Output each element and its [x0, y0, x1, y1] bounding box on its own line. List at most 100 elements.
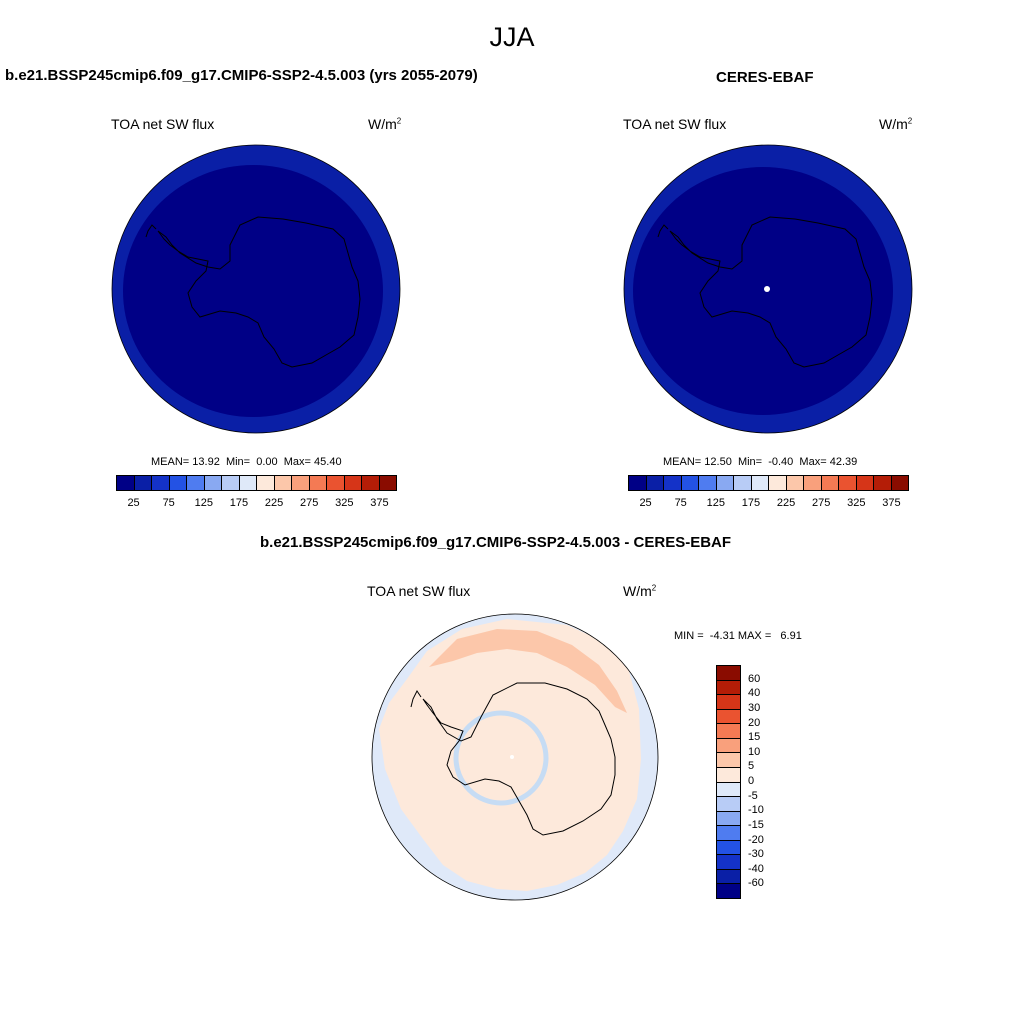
- left-variable-label: TOA net SW flux: [111, 116, 215, 132]
- diff-colorbar-swatch: [717, 782, 740, 798]
- right-colorbar-swatch: [874, 476, 892, 490]
- right-colorbar-tick-label: 125: [706, 497, 725, 509]
- right-colorbar-tick-label: 175: [741, 497, 761, 509]
- left-colorbar-swatch: [257, 476, 275, 490]
- right-antarctic-peninsula: [657, 224, 669, 238]
- left-inner-disc: [123, 165, 383, 417]
- left-colorbar-tick-label: 25: [127, 497, 140, 509]
- diff-colorbar-tick-label: 10: [748, 745, 761, 758]
- right-colorbar-swatch: [716, 476, 734, 490]
- diff-pole-marker: [510, 755, 514, 759]
- left-colorbar-swatch: [222, 476, 240, 490]
- diff-colorbar-swatch: [717, 855, 740, 870]
- right-colorbar-tick-label: 375: [882, 497, 901, 509]
- diff-colorbar: [716, 665, 741, 899]
- left-colorbar-swatch: [327, 476, 345, 490]
- left-colorbar-swatch: [117, 476, 135, 490]
- left-antarctic-peninsula: [145, 224, 157, 238]
- season-title: JJA: [489, 22, 535, 52]
- left-colorbar-tick-label: 75: [162, 497, 175, 509]
- right-colorbar-swatch: [629, 476, 647, 490]
- right-colorbar-swatch: [804, 476, 822, 490]
- diff-colorbar-tick-label: 20: [748, 716, 761, 729]
- right-antarctica-coastline: [669, 216, 873, 368]
- diff-colorbar-tick-label: -10: [748, 804, 764, 817]
- diff-colorbar-tick-label: 60: [748, 672, 761, 685]
- right-colorbar-swatch: [839, 476, 857, 490]
- left-units-label: W/m2: [368, 116, 402, 132]
- diff-colorbar-swatch: [717, 840, 740, 856]
- diff-stats: MIN = -4.31 MAX = 6.91: [674, 630, 802, 642]
- left-colorbar-tick-label: 375: [370, 497, 389, 509]
- diff-colorbar-tick-label: -60: [748, 877, 764, 890]
- diff-colorbar-swatch: [717, 797, 740, 812]
- diff-units-label: W/m2: [623, 583, 657, 599]
- diff-colorbar-tick-label: -30: [748, 848, 764, 861]
- right-colorbar: [628, 475, 909, 491]
- diff-colorbar-swatch: [717, 738, 740, 754]
- left-colorbar-swatch: [344, 476, 362, 490]
- left-map-border: [111, 144, 401, 434]
- right-colorbar-tick-label: 275: [812, 497, 831, 509]
- left-polar-map: [111, 144, 401, 434]
- diff-antarctic-peninsula: [410, 690, 422, 708]
- diff-colorbar-tick-label: -40: [748, 862, 764, 875]
- right-pole-marker: [764, 286, 770, 292]
- left-colorbar-swatch: [309, 476, 327, 490]
- right-colorbar-swatch: [821, 476, 839, 490]
- right-colorbar-swatch: [786, 476, 804, 490]
- diff-colorbar-swatch: [717, 884, 740, 898]
- diff-colorbar-tick-label: -5: [748, 789, 758, 802]
- diff-colorbar-swatch: [717, 869, 740, 885]
- diff-colorbar-tick-label: 40: [748, 687, 761, 700]
- diff-colorbar-swatch: [717, 767, 740, 783]
- left-colorbar-swatch: [169, 476, 187, 490]
- left-colorbar-tick-label: 275: [300, 497, 319, 509]
- right-colorbar-swatch: [856, 476, 874, 490]
- right-colorbar-tick-label: 75: [674, 497, 687, 509]
- left-colorbar-swatch: [362, 476, 380, 490]
- diff-colorbar-swatch: [717, 811, 740, 827]
- left-colorbar-swatch: [239, 476, 257, 490]
- diff-near-zero-ring: [453, 710, 549, 806]
- diff-colorbar-swatch: [717, 826, 740, 841]
- diff-colorbar-tick-label: 30: [748, 701, 761, 714]
- diff-colorbar-tick-label: 15: [748, 731, 761, 744]
- left-colorbar-tick-label: 325: [335, 497, 354, 509]
- diff-positive-region: [379, 619, 641, 891]
- right-colorbar-swatch: [664, 476, 682, 490]
- right-colorbar-tick-label: 325: [847, 497, 866, 509]
- diff-colorbar-tick-label: -15: [748, 818, 764, 831]
- right-colorbar-swatch: [681, 476, 699, 490]
- left-colorbar-tick-label: 225: [264, 497, 284, 509]
- diff-colorbar-swatch: [717, 695, 740, 710]
- right-colorbar-swatch: [699, 476, 717, 490]
- diff-colorbar-tick-label: -20: [748, 833, 764, 846]
- right-colorbar-swatch: [646, 476, 664, 490]
- diff-colorbar-tick-label: 5: [748, 760, 755, 773]
- left-antarctica-coastline: [157, 216, 361, 368]
- left-colorbar-swatch: [152, 476, 170, 490]
- left-colorbar-swatch: [379, 476, 396, 490]
- right-stats: MEAN= 12.50 Min= -0.40 Max= 42.39: [663, 456, 858, 468]
- diff-panel-title: b.e21.BSSP245cmip6.f09_g17.CMIP6-SSP2-4.…: [260, 534, 732, 551]
- diff-colorbar-swatch: [717, 753, 740, 768]
- left-colorbar-ticks: 25 75 125 175 225 275 325 375: [116, 497, 397, 511]
- right-colorbar-ticks: 25 75 125 175 225 275 325 375: [628, 497, 909, 511]
- left-colorbar-tick-label: 175: [229, 497, 249, 509]
- right-colorbar-tick-label: 225: [776, 497, 796, 509]
- diff-colorbar-tick-label: 0: [748, 775, 755, 787]
- right-variable-label: TOA net SW flux: [623, 116, 727, 132]
- diff-positive-band: [429, 629, 627, 713]
- left-panel-title: b.e21.BSSP245cmip6.f09_g17.CMIP6-SSP2-4.…: [5, 67, 478, 84]
- right-colorbar-tick-label: 25: [639, 497, 652, 509]
- right-inner-disc: [633, 167, 893, 415]
- left-colorbar-swatch: [274, 476, 292, 490]
- left-colorbar: [116, 475, 397, 491]
- right-panel-title: CERES-EBAF: [716, 69, 814, 86]
- left-colorbar-swatch: [134, 476, 152, 490]
- left-colorbar-tick-label: 125: [194, 497, 213, 509]
- left-colorbar-swatch: [292, 476, 310, 490]
- right-colorbar-swatch: [891, 476, 908, 490]
- diff-variable-label: TOA net SW flux: [367, 583, 471, 599]
